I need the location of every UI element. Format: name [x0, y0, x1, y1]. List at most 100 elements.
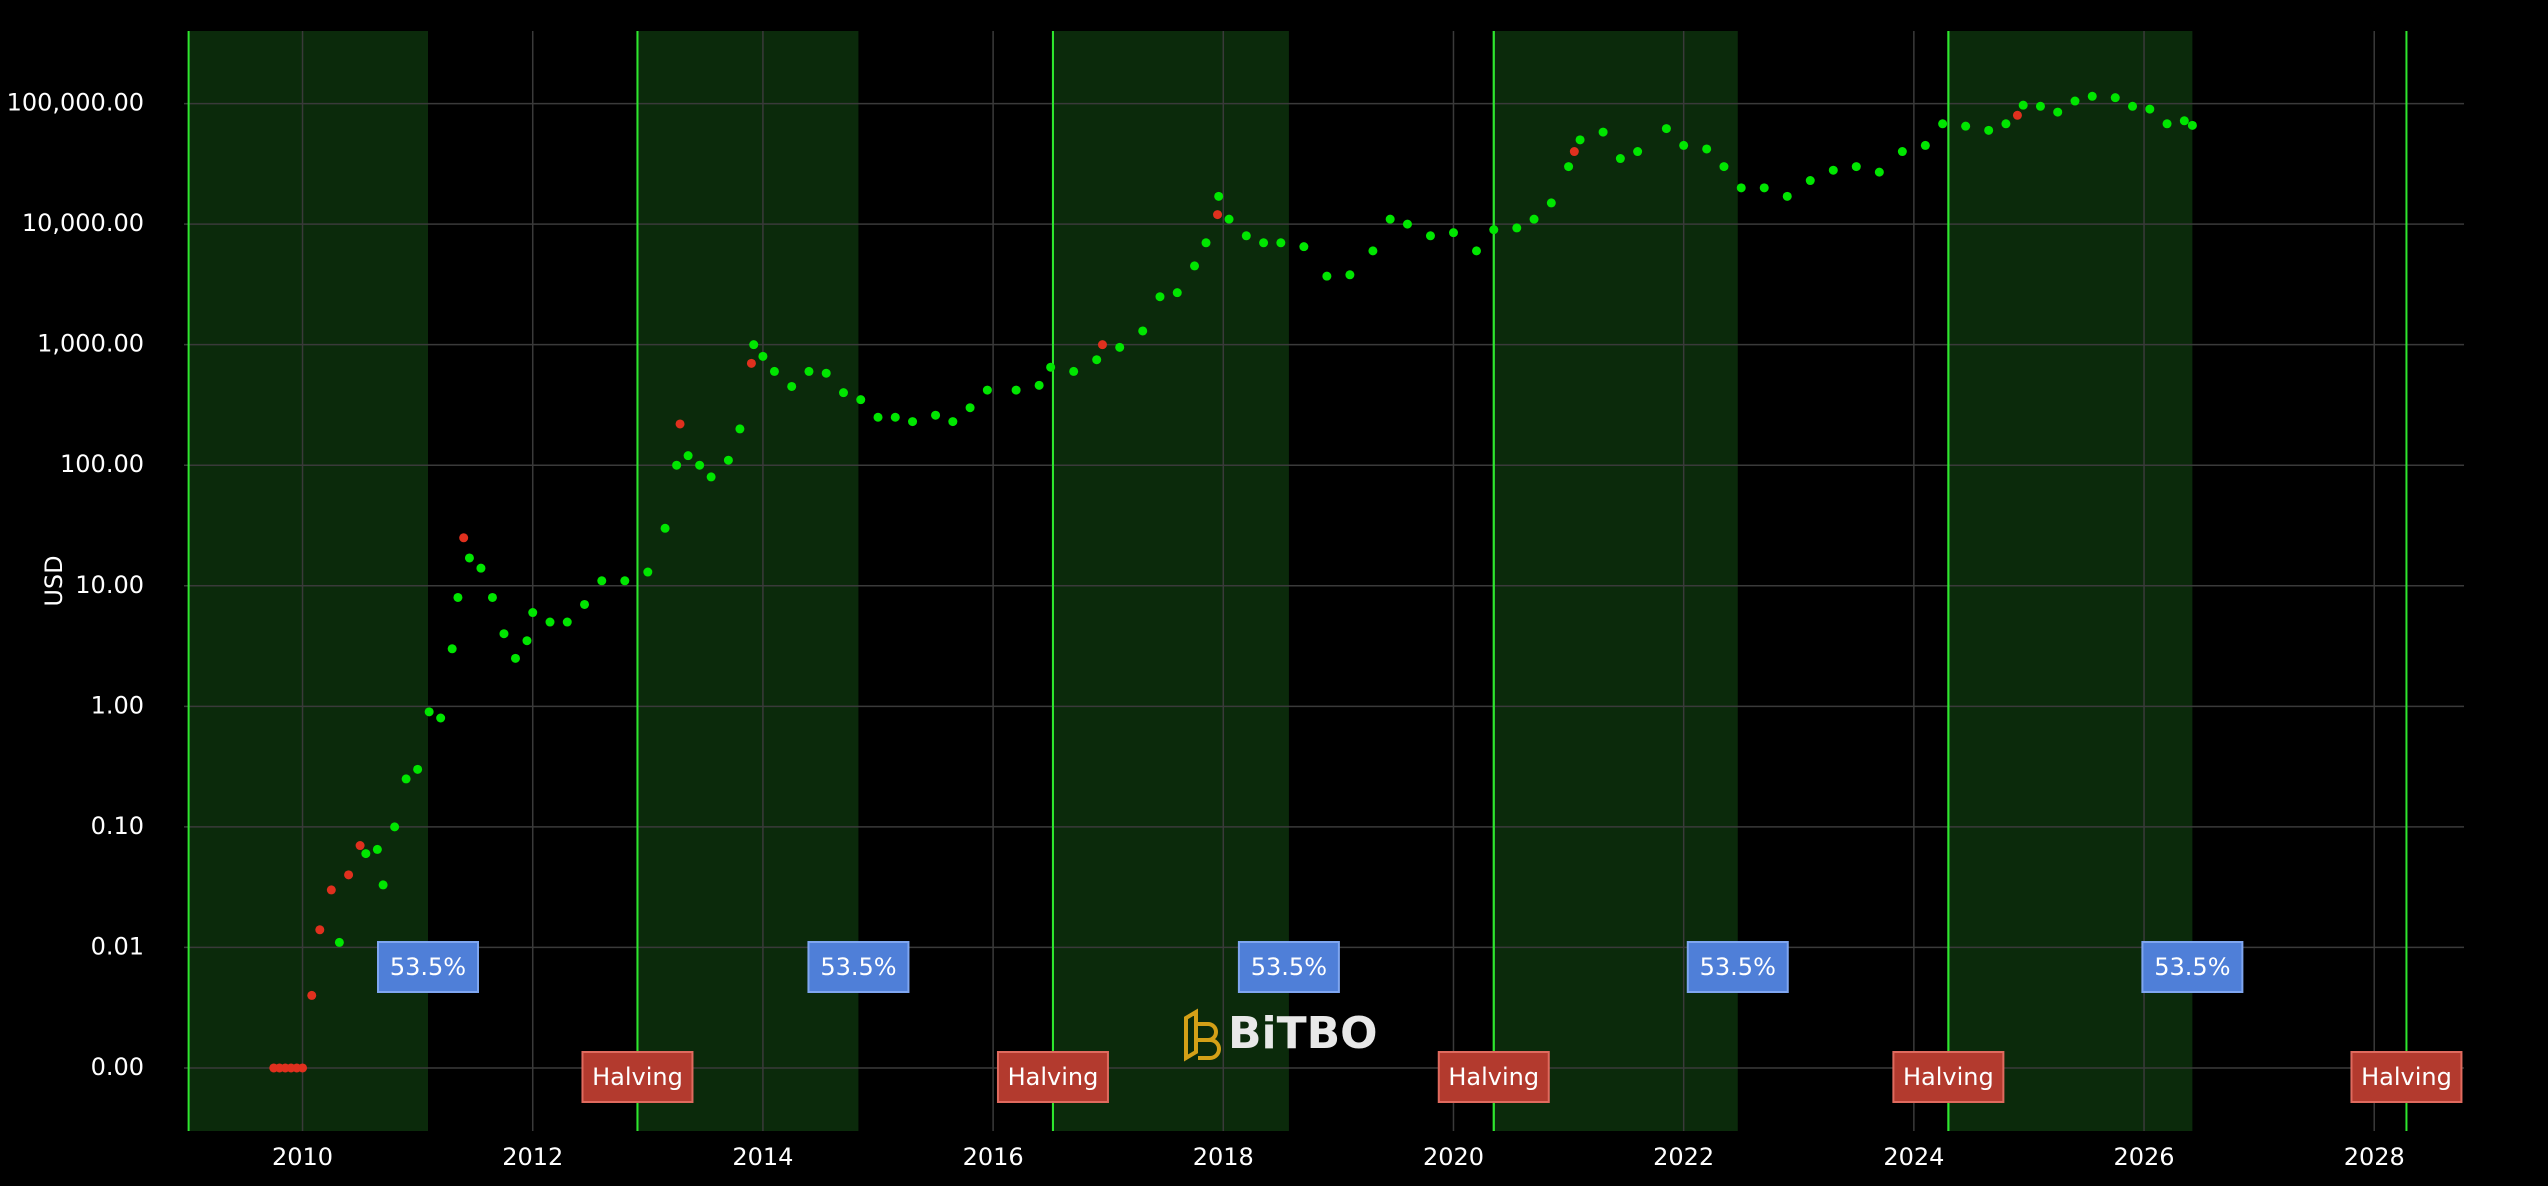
x-tick-label: 2012 [502, 1143, 563, 1171]
price-point [769, 366, 779, 376]
halving-label-box [581, 1051, 694, 1103]
price-point [459, 533, 469, 543]
price-point [672, 460, 682, 470]
price-point [2070, 96, 2080, 106]
price-point [1598, 127, 1608, 137]
price-point [620, 576, 630, 586]
price-point [1115, 342, 1125, 352]
price-point [749, 340, 759, 350]
price-point [2179, 116, 2189, 126]
price-point [1805, 176, 1815, 186]
price-point [307, 990, 317, 1000]
price-point [723, 455, 733, 465]
halving-label: Halving [1903, 1063, 1994, 1091]
price-point [2145, 104, 2155, 114]
price-point [1138, 326, 1148, 336]
price-point [695, 460, 705, 470]
price-point [1190, 261, 1200, 271]
price-point [890, 412, 900, 422]
price-point [413, 764, 423, 774]
cycle-label: 53.5% [1700, 953, 1776, 981]
price-point [804, 366, 814, 376]
price-point [1874, 167, 1884, 177]
price-point [355, 841, 365, 851]
x-tick-label: 2024 [1883, 1143, 1944, 1171]
price-point [1661, 124, 1671, 134]
price-point [2018, 100, 2028, 110]
price-point [447, 644, 457, 654]
halving-label-box [1437, 1051, 1550, 1103]
price-point [1201, 238, 1211, 248]
price-point [298, 1063, 308, 1073]
x-tick-label: 2018 [1193, 1143, 1254, 1171]
price-point [1259, 238, 1269, 248]
y-tick-label: 100.00 [60, 450, 144, 478]
price-point [1546, 198, 1556, 208]
halving-label: Halving [1008, 1063, 1099, 1091]
price-point [1214, 191, 1224, 201]
price-point [1736, 183, 1746, 193]
price-point [326, 885, 336, 895]
price-point [510, 653, 520, 663]
price-point [1633, 147, 1643, 157]
price-point [821, 368, 831, 378]
price-point [1569, 147, 1579, 157]
price-point [873, 412, 883, 422]
price-point [746, 358, 756, 368]
price-point [931, 410, 941, 420]
x-tick-label: 2026 [2114, 1143, 2175, 1171]
price-point [1961, 121, 1971, 131]
cycle-label: 53.5% [390, 953, 466, 981]
price-point [1984, 125, 1994, 135]
price-point [758, 351, 768, 361]
price-point [476, 563, 486, 573]
watermark-logo [1184, 1008, 1221, 1062]
y-tick-label: 0.01 [91, 932, 144, 960]
price-point [1679, 140, 1689, 150]
price-point [856, 395, 866, 405]
price-point [1097, 340, 1107, 350]
price-point [1276, 238, 1286, 248]
price-point [1299, 242, 1309, 252]
price-point [965, 403, 975, 413]
price-point [1402, 219, 1412, 229]
x-tick-label: 2014 [732, 1143, 793, 1171]
price-point [1615, 154, 1625, 164]
price-point [787, 381, 797, 391]
cycle-label: 53.5% [2154, 953, 2230, 981]
price-point [1224, 214, 1234, 224]
cycle-label-box [807, 941, 910, 993]
price-point [1920, 140, 1930, 150]
price-point [545, 617, 555, 627]
price-point [2053, 107, 2063, 117]
price-point [580, 599, 590, 609]
price-point [1564, 162, 1574, 172]
cycle-label: 53.5% [1251, 953, 1327, 981]
price-point [372, 844, 382, 854]
price-point [2110, 93, 2120, 103]
price-point [2162, 119, 2172, 129]
price-point [1448, 228, 1458, 238]
price-point [344, 870, 354, 880]
cycle-label-box [2141, 941, 2244, 993]
cycle-label: 53.5% [820, 953, 896, 981]
price-point [361, 849, 371, 859]
price-point [2087, 91, 2097, 101]
price-point [1172, 288, 1182, 298]
price-point [1241, 231, 1251, 241]
price-point [1011, 385, 1021, 395]
price-point [706, 472, 716, 482]
price-point [1702, 144, 1712, 154]
price-point [643, 567, 653, 577]
price-point [1155, 292, 1165, 302]
x-tick-label: 2022 [1653, 1143, 1714, 1171]
price-point [1575, 135, 1585, 145]
price-point [982, 385, 992, 395]
y-tick-label: 100,000.00 [7, 89, 144, 117]
price-point [1512, 223, 1522, 233]
y-tick-label: 10.00 [75, 571, 144, 599]
price-point [1092, 355, 1102, 365]
y-tick-label: 10,000.00 [22, 209, 144, 237]
